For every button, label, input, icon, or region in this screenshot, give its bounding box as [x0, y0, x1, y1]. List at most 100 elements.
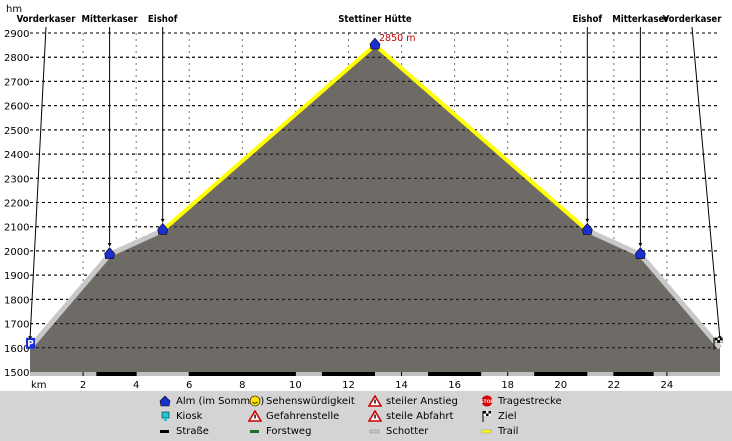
y-tick-label: 1600: [4, 344, 29, 355]
forstweg-icon: [248, 425, 262, 437]
parking-marker-icon: [26, 337, 35, 349]
finish-flag-cell: [719, 337, 723, 341]
profile-fill: [30, 45, 720, 372]
legend-item-label: Straße: [176, 425, 209, 437]
smiley-icon: [248, 395, 262, 407]
x-tick-label: 6: [186, 380, 192, 391]
legend-item-label: Forstweg: [266, 425, 312, 437]
alm-marker-icon: [369, 37, 381, 50]
y-tick-label: 1900: [4, 271, 29, 282]
profile-area: [28, 32, 722, 372]
schotter-icon: [368, 425, 382, 437]
waypoint-arrow: [638, 243, 643, 247]
finish-flag-cell: [714, 337, 718, 341]
road-bar-segment: [96, 372, 137, 376]
y-axis-ticks: 1500 1600 1700 1800 1900 2000 2100 2200 2300 2400…: [4, 29, 29, 379]
legend-item-label: Ziel: [498, 410, 517, 422]
trail-icon: [480, 425, 494, 437]
legend-item: Kiosk: [158, 410, 202, 422]
y-tick-label: 2900: [4, 29, 29, 40]
legend-item-label: Schotter: [386, 425, 429, 437]
x-axis-ticks: 2 4 6 8 10 12 14 16 18 20 22 24: [80, 372, 673, 391]
waypoint-label: Mitterkaser: [612, 14, 669, 25]
x-tick-label: 4: [133, 380, 139, 391]
warning-icon: [247, 409, 263, 422]
legend: Alm (im Sommer) Kiosk Straße Sehenswürdigke…: [0, 391, 732, 441]
legend-item: Ziel: [480, 410, 517, 422]
y-tick-label: 2400: [4, 150, 29, 161]
x-tick-label: 18: [501, 380, 514, 391]
finish-flag-cell: [719, 340, 723, 343]
steep-down-icon: [367, 409, 383, 422]
waypoint-label: Eishof: [148, 14, 178, 25]
alm-marker-icon: [581, 222, 593, 235]
alm-marker-icon: [635, 247, 646, 259]
y-tick-label: 2100: [4, 223, 29, 234]
y-tick-label: 2800: [4, 53, 29, 64]
legend-item: Straße: [158, 425, 209, 437]
legend-item: Sehenswürdigkeit: [248, 395, 355, 407]
x-tick-label: 16: [448, 380, 461, 391]
alm-icon: [158, 395, 172, 407]
legend-item-label: Kiosk: [176, 410, 203, 422]
y-tick-label: 1700: [4, 320, 29, 331]
elevation-profile-chart: 1500 1600 1700 1800 1900 2000 2100 2200 2300 2400…: [4, 4, 723, 391]
parking-glyph: P: [27, 339, 34, 349]
y-tick-label: 2300: [4, 174, 29, 185]
legend-item: steile Abfahrt: [367, 409, 454, 422]
y-tick-label: 2700: [4, 77, 29, 88]
alm-marker-icon: [104, 247, 115, 259]
stop-icon-text: STOP: [480, 399, 494, 405]
legend-item-label: Trail: [498, 425, 519, 437]
y-tick-label: 2200: [4, 199, 29, 210]
finish-flag-cell: [717, 337, 721, 341]
waypoint-arrow: [107, 243, 112, 247]
x-tick-label: 20: [554, 380, 567, 391]
waypoint-pointer: [691, 26, 721, 340]
legend-item: steiler Anstieg: [367, 394, 458, 407]
peak-altitude-label: 2850 m: [379, 33, 415, 44]
y-tick-label: 2600: [4, 102, 29, 113]
legend-item-label: steiler Anstieg: [386, 395, 458, 407]
legend-item: Alm (im Sommer): [158, 395, 264, 407]
alm-marker-icon: [157, 222, 169, 235]
waypoint-label: Stettiner Hütte: [338, 14, 412, 25]
y-tick-label: 2500: [4, 126, 29, 137]
y-tick-label: 2000: [4, 247, 29, 258]
legend-item-label: steile Abfahrt: [386, 410, 454, 422]
legend-item-label: Tragestrecke: [498, 395, 562, 407]
x-tick-label: 2: [80, 380, 86, 391]
strasse-icon: [158, 425, 172, 437]
legend-item: Schotter: [368, 425, 428, 437]
waypoint-arrow: [585, 218, 590, 223]
finish-flag-icon: [480, 410, 494, 422]
waypoint-label: Vorderkaser: [663, 14, 723, 25]
x-tick-label: 14: [395, 380, 408, 391]
x-tick-label: 24: [661, 380, 674, 391]
x-tick-label: 12: [342, 380, 355, 391]
y-tick-label: 1800: [4, 295, 29, 306]
x-tick-label: 22: [607, 380, 620, 391]
waypoint-label: Eishof: [573, 14, 603, 25]
finish-flag-cell: [714, 340, 718, 343]
waypoint-label: Mitterkaser: [82, 14, 139, 25]
legend-item: Trail: [480, 425, 518, 437]
kiosk-icon: [158, 410, 172, 422]
waypoint-pointer: [29, 26, 47, 340]
x-tick-label: 8: [239, 380, 245, 391]
x-tick-label: 10: [289, 380, 302, 391]
waypoint-arrow: [160, 218, 165, 223]
waypoints: Vorderkaser P Mitterkaser Eishof Stettiner H…: [17, 14, 723, 350]
road-bar-segment: [613, 372, 654, 376]
road-bar: [30, 372, 720, 376]
x-axis-label: km: [31, 380, 47, 391]
y-axis-label: hm: [6, 4, 22, 15]
steep-up-icon: [367, 394, 383, 407]
y-tick-label: 1500: [4, 368, 29, 379]
legend-item-label: Sehenswürdigkeit: [266, 395, 355, 407]
legend-item-label: Gefahrenstelle: [266, 410, 340, 422]
stop-icon: STOP: [480, 395, 494, 407]
legend-item-label: Alm (im Sommer): [176, 395, 265, 407]
legend-item: STOP Tragestrecke: [480, 395, 562, 407]
finish-flag-cell: [717, 340, 721, 343]
